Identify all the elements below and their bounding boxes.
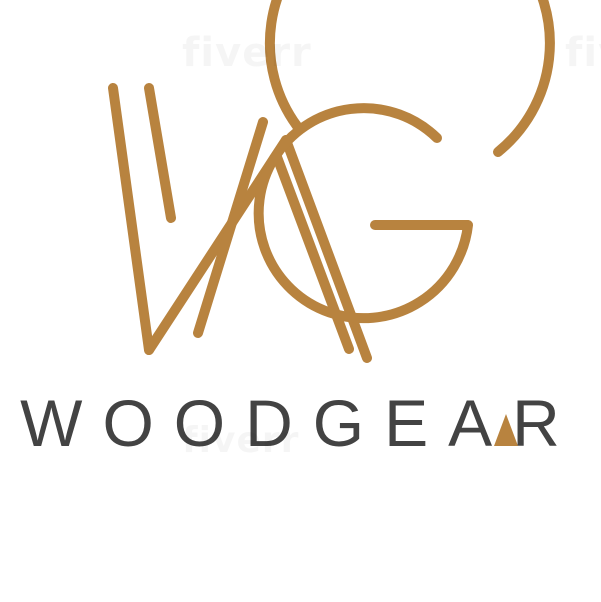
- g-inner-arc: [253, 103, 473, 324]
- wordmark: WOODGEAR: [20, 386, 580, 460]
- a-accent-triangle: [494, 414, 518, 446]
- wordmark-text: WOODGEAR: [20, 386, 580, 460]
- w-stroke-outer-left: [108, 83, 154, 355]
- peak-stroke-right: [272, 152, 354, 354]
- g-outer-arc: [264, 0, 555, 157]
- w-stroke-inner-diagonal: [193, 117, 268, 338]
- peak-stroke-left: [281, 135, 372, 363]
- w-stroke-inner-left: [144, 83, 176, 223]
- monogram-wg: [108, 0, 555, 363]
